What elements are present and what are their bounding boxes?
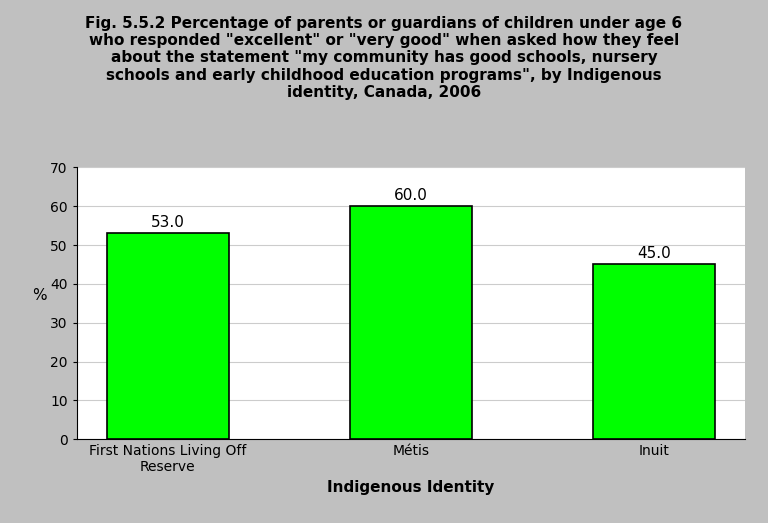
Text: Fig. 5.5.2 Percentage of parents or guardians of children under age 6
who respon: Fig. 5.5.2 Percentage of parents or guar… <box>85 16 683 100</box>
Text: 45.0: 45.0 <box>637 246 670 262</box>
Bar <box>108 233 229 439</box>
Bar <box>350 206 472 439</box>
X-axis label: Indigenous Identity: Indigenous Identity <box>327 480 495 495</box>
Text: 53.0: 53.0 <box>151 215 185 230</box>
Bar <box>593 265 714 439</box>
Y-axis label: %: % <box>31 288 46 303</box>
Text: 60.0: 60.0 <box>394 188 428 203</box>
